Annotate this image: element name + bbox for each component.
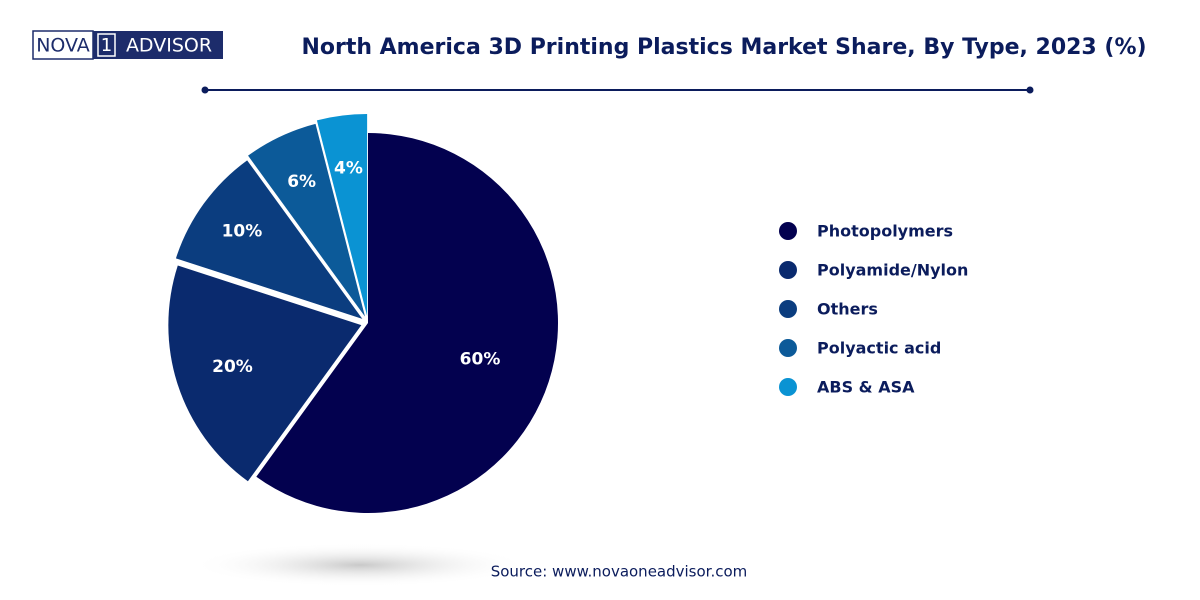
legend-label: Others	[817, 300, 878, 319]
rule-dot	[1026, 86, 1034, 94]
data-label: 20%	[212, 357, 253, 377]
source: Source: www.novaoneadvisor.com	[491, 563, 748, 581]
legend-marker	[779, 222, 797, 240]
data-label: 10%	[222, 221, 263, 241]
legend-marker	[779, 261, 797, 279]
rule-dot	[201, 86, 209, 94]
chart-title: North America 3D Printing Plastics Marke…	[301, 35, 1146, 60]
pie-slice	[316, 114, 368, 317]
data-label: 4%	[334, 158, 363, 178]
pie-slice	[168, 265, 362, 482]
legend-marker	[779, 378, 797, 396]
logo-text: 1	[101, 35, 112, 56]
pie-slice	[256, 133, 559, 513]
legend-label: Photopolymers	[817, 222, 953, 241]
legend-marker	[779, 300, 797, 318]
legend-label: Polyamide/Nylon	[817, 261, 968, 280]
logo-box	[97, 33, 116, 57]
pie-slice	[248, 123, 366, 317]
logo-box	[32, 30, 94, 60]
data-label: 6%	[287, 172, 316, 192]
pie-shadow	[190, 543, 530, 587]
logo-text: NOVA	[36, 35, 90, 57]
pie-slice	[175, 160, 363, 319]
legend-marker	[779, 339, 797, 357]
legend-label: ABS & ASA	[817, 378, 915, 397]
logo-text: ADVISOR	[126, 35, 212, 57]
legend-label: Polyactic acid	[817, 339, 941, 358]
data-label: 60%	[460, 349, 501, 369]
